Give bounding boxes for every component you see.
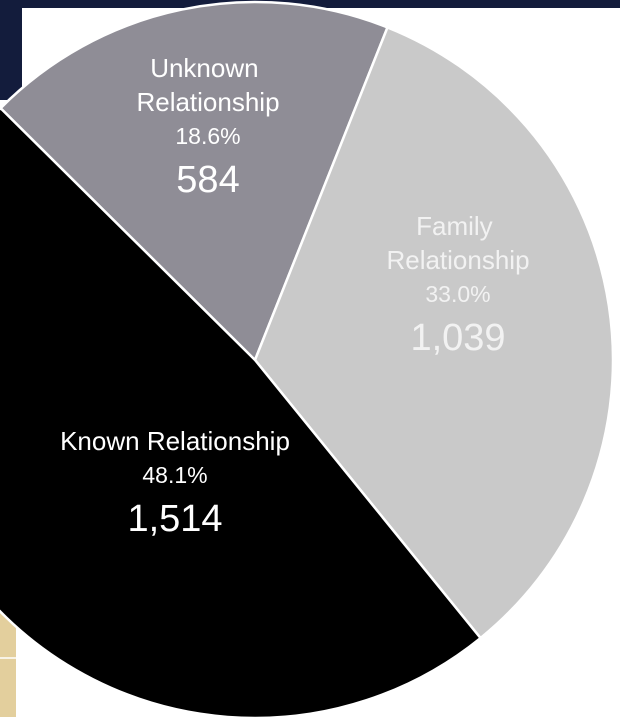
slice-name: Known Relationship — [60, 426, 290, 456]
slice-percent: 48.1% — [142, 462, 207, 488]
pie-slice — [0, 106, 483, 717]
slice-name-line: Relationship — [136, 87, 279, 117]
slice-name: Family Relationship — [386, 211, 529, 275]
slice-name-line: Unknown — [150, 53, 266, 83]
slice-percent: 33.0% — [425, 281, 490, 307]
side-panel — [0, 8, 22, 100]
top-bar — [0, 0, 620, 8]
slice-value: 1,039 — [410, 317, 505, 359]
slice-name-line: Family — [416, 211, 500, 241]
slice-value: 1,514 — [127, 498, 222, 540]
slice-name: Unknown Relationship — [136, 53, 279, 117]
slice-name-line: Relationship — [386, 245, 529, 275]
slice-value: 584 — [176, 159, 239, 201]
slice-percent: 18.6% — [175, 123, 240, 149]
pie-labels: Unknown Relationship 18.6% 584 Family Relat… — [60, 53, 529, 540]
pie-slice — [253, 25, 615, 640]
pie-slice — [0, 0, 390, 363]
